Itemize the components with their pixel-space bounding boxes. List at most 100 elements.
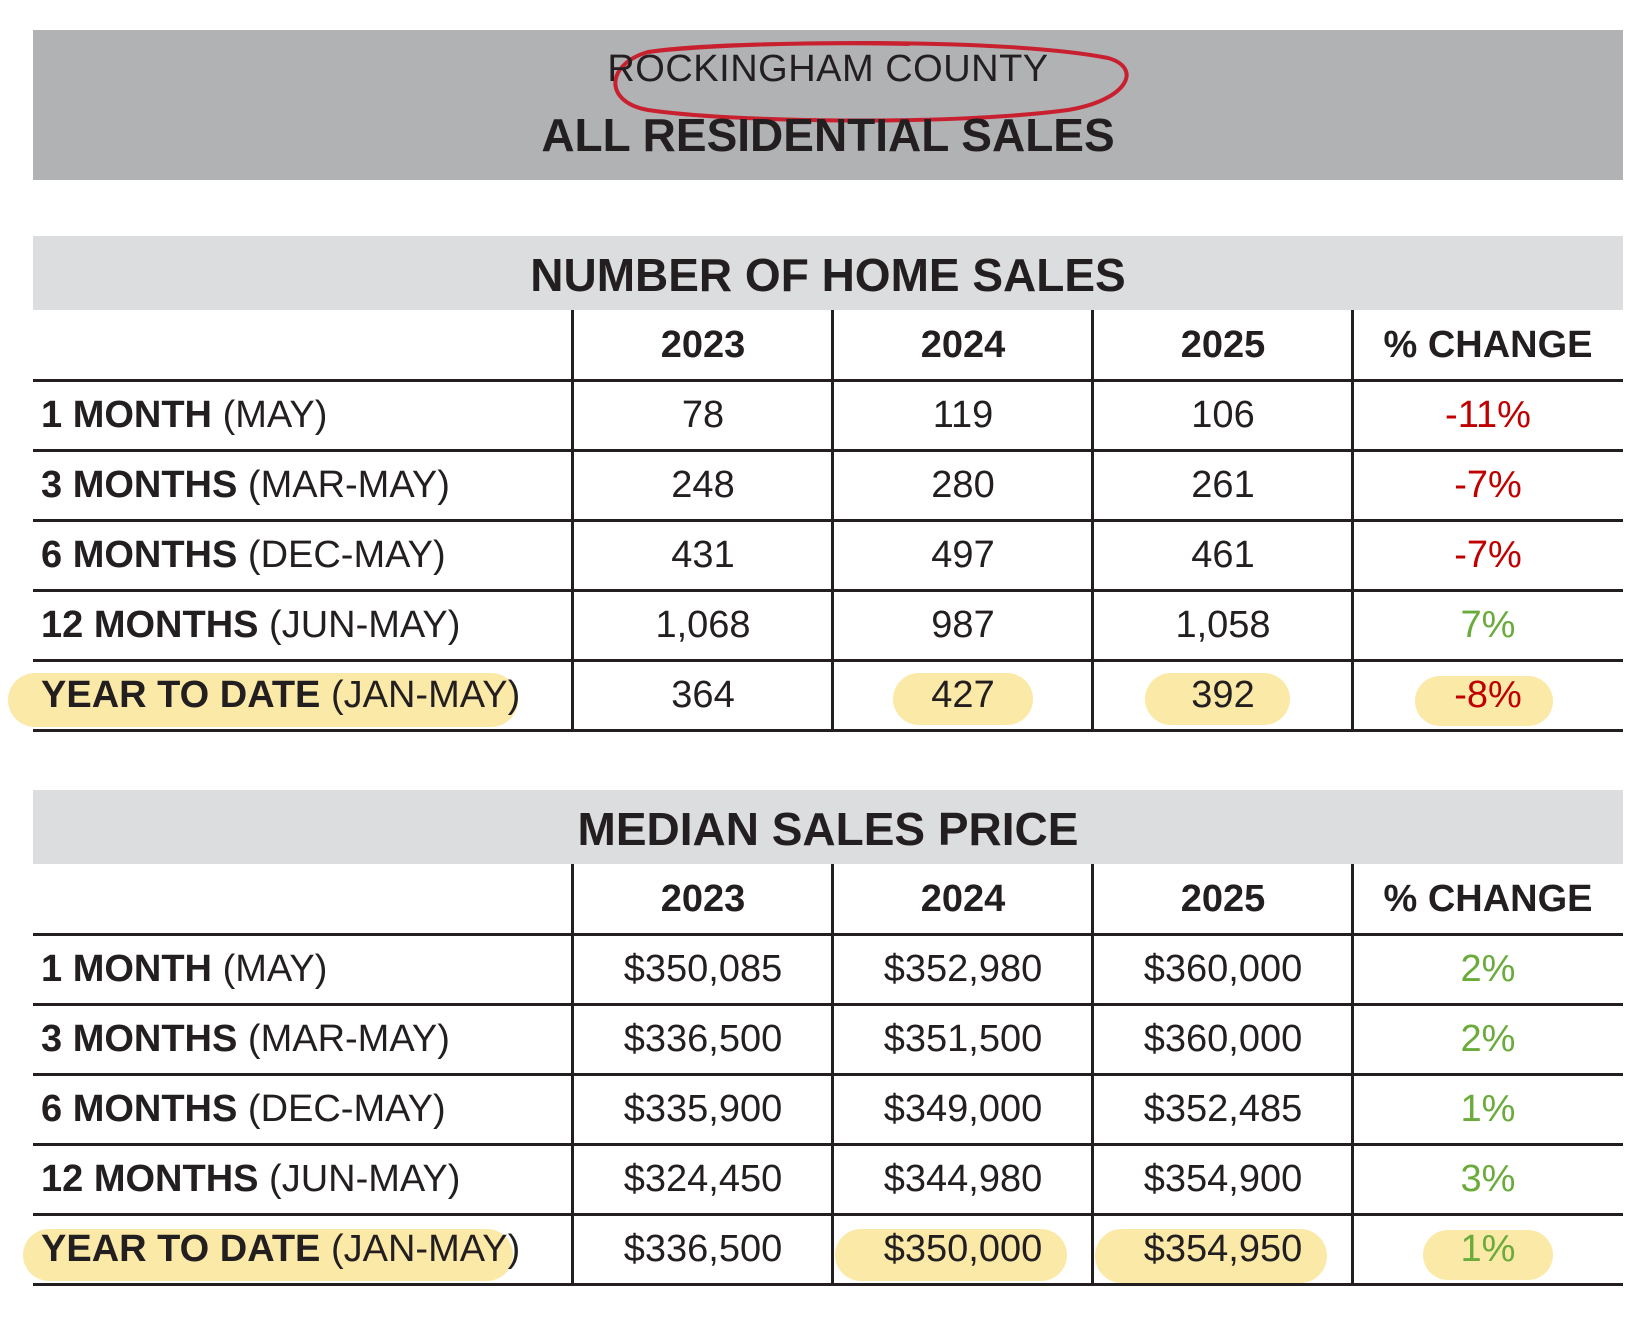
table-row: 1 MONTH (MAY) 78 119 106 -11% (33, 380, 1623, 450)
table-cell: 78 (681, 394, 725, 436)
row-label: 6 MONTHS (DEC-MAY) (41, 1088, 446, 1130)
table-divider (33, 1073, 1623, 1076)
column-divider (1351, 864, 1354, 1286)
column-header-row: 2023 2024 2025 % CHANGE (33, 310, 1623, 380)
table-row: 6 MONTHS (DEC-MAY) 431 497 461 -7% (33, 520, 1623, 590)
column-header: 2025 (1180, 324, 1266, 366)
percent-change-cell: -8% (1454, 674, 1522, 716)
column-header: 2023 (660, 324, 746, 366)
table-divider (33, 933, 1623, 936)
home-sales-section: NUMBER OF HOME SALES 2023 2024 2025 % CH… (8, 236, 1623, 736)
percent-change-cell: 2% (1460, 948, 1516, 990)
table-row: 3 MONTHS (MAR-MAY) 248 280 261 -7% (33, 450, 1623, 520)
row-label: 6 MONTHS (DEC-MAY) (41, 534, 446, 576)
row-label: 3 MONTHS (MAR-MAY) (41, 464, 450, 506)
table-cell: $354,950 (1143, 1228, 1303, 1270)
percent-change-cell: -7% (1454, 464, 1522, 506)
percent-change-cell: -7% (1454, 534, 1522, 576)
table-cell: 364 (671, 674, 735, 716)
table-cell: 106 (1191, 394, 1255, 436)
section-header: MEDIAN SALES PRICE (33, 790, 1623, 864)
column-header: 2025 (1180, 878, 1266, 920)
percent-change-cell: 7% (1460, 604, 1516, 646)
table-cell: 1,058 (1175, 604, 1271, 646)
table-row: 3 MONTHS (MAR-MAY) $336,500 $351,500 $36… (33, 1004, 1623, 1074)
section-header: NUMBER OF HOME SALES (33, 236, 1623, 310)
table-cell: 280 (931, 464, 995, 506)
percent-change-cell: 3% (1460, 1158, 1516, 1200)
table-divider (33, 379, 1623, 382)
table-cell: 1,068 (655, 604, 751, 646)
table-row: 12 MONTHS (JUN-MAY) $324,450 $344,980 $3… (33, 1144, 1623, 1214)
percent-change-cell: 1% (1460, 1088, 1516, 1130)
table-divider (33, 589, 1623, 592)
percent-change-cell: -11% (1445, 394, 1531, 436)
row-label: 1 MONTH (MAY) (41, 394, 328, 436)
table-cell: 248 (671, 464, 735, 506)
table-cell: 261 (1191, 464, 1255, 506)
column-header-row: 2023 2024 2025 % CHANGE (33, 864, 1623, 934)
table-divider (33, 729, 1623, 732)
column-header: 2024 (920, 878, 1006, 920)
table-cell: $360,000 (1143, 1018, 1303, 1060)
table-cell: $324,450 (623, 1158, 783, 1200)
row-label: 1 MONTH (MAY) (41, 948, 328, 990)
column-header: 2024 (920, 324, 1006, 366)
highlighter-mark (1145, 673, 1290, 725)
table-cell: $352,485 (1143, 1088, 1303, 1130)
column-divider (571, 310, 574, 732)
row-label: YEAR TO DATE (JAN-MAY) (41, 1228, 521, 1270)
percent-change-cell: 2% (1460, 1018, 1516, 1060)
column-header: % CHANGE (1383, 324, 1593, 366)
table-divider (33, 519, 1623, 522)
table-cell: $344,980 (883, 1158, 1043, 1200)
median-price-section: MEDIAN SALES PRICE 2023 2024 2025 % CHAN… (23, 790, 1623, 1290)
table-row: 12 MONTHS (JUN-MAY) 1,068 987 1,058 7% (33, 590, 1623, 660)
table-cell: $352,980 (883, 948, 1043, 990)
table-cell: $360,000 (1143, 948, 1303, 990)
table-cell: 987 (931, 604, 995, 646)
table-cell: $350,085 (623, 948, 783, 990)
table-divider (33, 659, 1623, 662)
table-divider (33, 449, 1623, 452)
table-divider (33, 1283, 1623, 1286)
section-title: NUMBER OF HOME SALES (530, 249, 1126, 301)
table-row: YEAR TO DATE (JAN-MAY) 364 427 392 -8% (33, 660, 1623, 730)
highlighter-mark (23, 1229, 513, 1281)
table-cell: 461 (1191, 534, 1255, 576)
row-label: YEAR TO DATE (JAN-MAY) (41, 674, 521, 716)
table-divider (33, 1213, 1623, 1216)
table-cell: 431 (671, 534, 735, 576)
table-cell: 497 (931, 534, 995, 576)
highlighter-mark (8, 673, 518, 727)
column-divider (1351, 310, 1354, 732)
table-cell: $350,000 (883, 1228, 1043, 1270)
report-title: ALL RESIDENTIAL SALES (541, 109, 1115, 161)
report-header: ROCKINGHAM COUNTY ALL RESIDENTIAL SALES (33, 30, 1623, 180)
county-name: ROCKINGHAM COUNTY (607, 48, 1049, 90)
highlighter-mark (893, 673, 1033, 725)
column-divider (1091, 864, 1094, 1286)
row-label: 12 MONTHS (JUN-MAY) (41, 1158, 461, 1200)
highlighter-mark (835, 1229, 1067, 1281)
table-cell: $336,500 (623, 1018, 783, 1060)
highlighter-mark (1415, 676, 1553, 726)
column-header: 2023 (660, 878, 746, 920)
table-row: 1 MONTH (MAY) $350,085 $352,980 $360,000… (33, 934, 1623, 1004)
column-divider (831, 864, 834, 1286)
table-cell: 427 (931, 674, 995, 716)
hand-drawn-circle-annotation (613, 40, 1129, 123)
table-cell: $354,900 (1143, 1158, 1303, 1200)
table-divider (33, 1003, 1623, 1006)
table-divider (33, 1143, 1623, 1146)
percent-change-cell: 1% (1460, 1228, 1516, 1270)
column-divider (1091, 310, 1094, 732)
table-cell: 392 (1191, 674, 1255, 716)
column-header: % CHANGE (1383, 878, 1593, 920)
highlighter-mark (1423, 1230, 1553, 1280)
section-title: MEDIAN SALES PRICE (577, 803, 1079, 855)
table-cell: $336,500 (623, 1228, 783, 1270)
table-row: YEAR TO DATE (JAN-MAY) $336,500 $350,000… (33, 1214, 1623, 1284)
column-divider (831, 310, 834, 732)
table-cell: $351,500 (883, 1018, 1043, 1060)
